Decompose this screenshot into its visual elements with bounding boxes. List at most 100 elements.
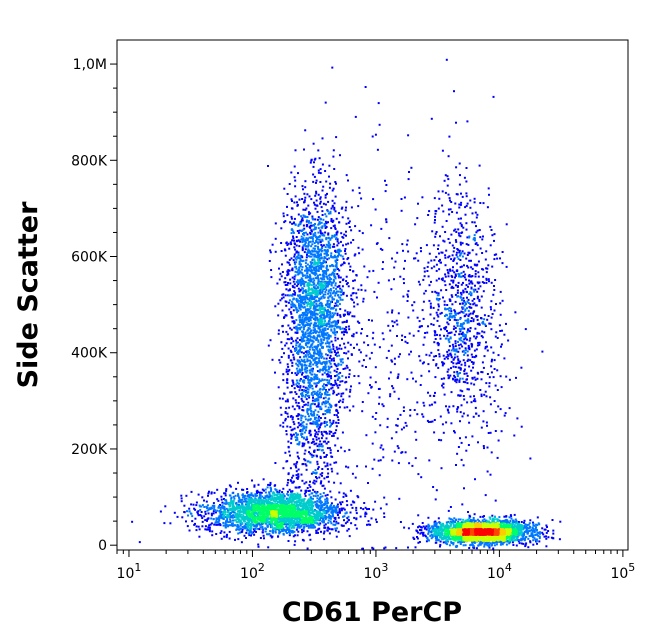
data-point <box>454 366 457 369</box>
data-point <box>295 348 298 351</box>
data-point <box>453 246 456 249</box>
data-point <box>307 241 310 244</box>
data-point <box>293 221 295 224</box>
data-point <box>310 312 313 314</box>
data-point <box>440 328 442 331</box>
data-point <box>454 310 457 313</box>
data-point <box>309 365 312 368</box>
data-point <box>331 245 334 248</box>
data-point <box>382 448 385 451</box>
data-point <box>323 383 325 386</box>
data-point <box>304 129 307 132</box>
data-point <box>328 246 331 249</box>
data-point <box>459 541 462 544</box>
data-point <box>310 198 313 201</box>
data-point <box>332 306 335 309</box>
data-point <box>453 349 456 352</box>
data-point <box>468 236 471 239</box>
data-point <box>464 287 467 290</box>
data-point <box>336 416 339 419</box>
data-point <box>365 434 368 437</box>
data-point <box>523 519 526 522</box>
data-point <box>278 531 281 534</box>
data-point <box>457 228 460 231</box>
data-point <box>418 320 421 323</box>
data-point <box>285 241 288 244</box>
data-point <box>339 298 342 301</box>
data-point <box>305 364 308 367</box>
data-point <box>307 526 310 529</box>
data-point <box>397 375 400 378</box>
data-point <box>463 372 466 375</box>
data-point <box>223 535 226 538</box>
data-point <box>308 236 311 239</box>
data-point <box>371 135 374 138</box>
data-point <box>305 231 307 234</box>
data-point <box>295 374 298 376</box>
data-point <box>309 232 312 235</box>
data-point <box>374 381 377 384</box>
data-point <box>471 275 474 277</box>
data-point <box>457 520 460 523</box>
data-point <box>324 393 327 396</box>
data-point <box>323 327 326 330</box>
data-point <box>299 339 301 341</box>
data-point <box>315 477 318 480</box>
data-point <box>318 334 321 337</box>
data-point <box>299 343 302 346</box>
data-point <box>449 269 452 272</box>
data-point <box>295 258 298 261</box>
data-point <box>304 180 307 183</box>
data-point <box>473 513 476 516</box>
data-point <box>277 329 280 332</box>
data-point <box>459 302 461 305</box>
data-point <box>458 234 461 237</box>
data-point <box>297 268 300 271</box>
data-point <box>346 529 349 532</box>
data-point <box>405 243 408 246</box>
data-point <box>350 206 353 209</box>
data-point <box>315 362 318 365</box>
data-point <box>445 356 448 359</box>
data-point <box>453 271 456 274</box>
data-point <box>506 519 509 522</box>
data-point <box>302 360 305 363</box>
data-point <box>315 272 318 275</box>
data-point <box>300 419 303 422</box>
data-point <box>331 298 334 301</box>
data-point <box>299 295 302 298</box>
data-point <box>474 288 477 291</box>
data-point <box>321 373 324 376</box>
data-point <box>299 257 301 260</box>
data-point <box>218 510 221 513</box>
data-point <box>467 511 469 513</box>
data-point <box>310 472 313 475</box>
data-point <box>329 315 332 318</box>
data-point <box>288 258 291 261</box>
data-point <box>458 183 461 186</box>
data-point <box>338 248 341 251</box>
data-point <box>527 546 530 549</box>
data-point <box>337 294 339 297</box>
data-point <box>452 365 455 368</box>
data-point <box>462 349 465 352</box>
data-point <box>299 328 302 331</box>
data-point <box>355 518 358 521</box>
data-point <box>332 278 335 281</box>
data-point <box>216 518 219 520</box>
data-point <box>453 356 456 359</box>
data-point <box>373 290 376 293</box>
data-point <box>442 354 445 357</box>
data-point <box>477 287 480 290</box>
data-point <box>291 371 293 374</box>
data-point <box>201 504 204 507</box>
data-point <box>459 377 462 380</box>
data-point <box>315 399 318 402</box>
data-point <box>307 385 310 387</box>
data-point <box>293 201 296 204</box>
data-point <box>349 489 352 492</box>
data-point <box>349 343 352 346</box>
data-point <box>474 519 477 522</box>
data-point <box>318 393 321 396</box>
data-point <box>453 90 455 93</box>
